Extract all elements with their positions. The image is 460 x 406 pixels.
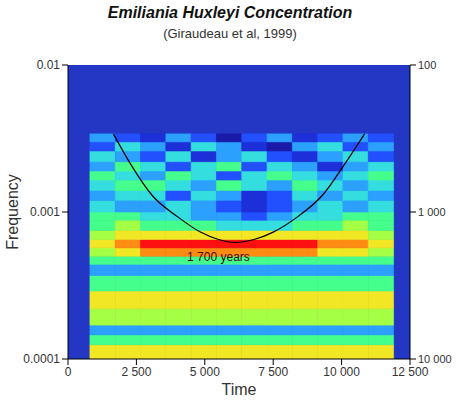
svg-text:1 000: 1 000: [418, 206, 446, 218]
html-text:Time: Time: [221, 381, 257, 398]
html-text:Frequency: Frequency: [4, 174, 21, 250]
svg-text:100: 100: [418, 59, 436, 71]
svg-text:2 500: 2 500: [121, 365, 151, 379]
svg-text:0.001: 0.001: [30, 205, 60, 219]
svg-text:0.01: 0.01: [37, 58, 61, 72]
svg-text:10 000: 10 000: [323, 365, 360, 379]
html-text:Emiliania Huxleyi Concentratio: Emiliania Huxleyi Concentration: [107, 4, 353, 21]
svg-text:7 500: 7 500: [258, 365, 288, 379]
svg-text:0: 0: [65, 365, 72, 379]
svg-text:12 500: 12 500: [392, 365, 429, 379]
svg-text:0.0001: 0.0001: [23, 352, 60, 366]
html-text:(Giraudeau et al, 1999): (Giraudeau et al, 1999): [163, 26, 297, 41]
svg-text:1 700 years: 1 700 years: [187, 250, 250, 264]
svg-text:5 000: 5 000: [190, 365, 220, 379]
svg-text:10 000: 10 000: [418, 353, 452, 365]
